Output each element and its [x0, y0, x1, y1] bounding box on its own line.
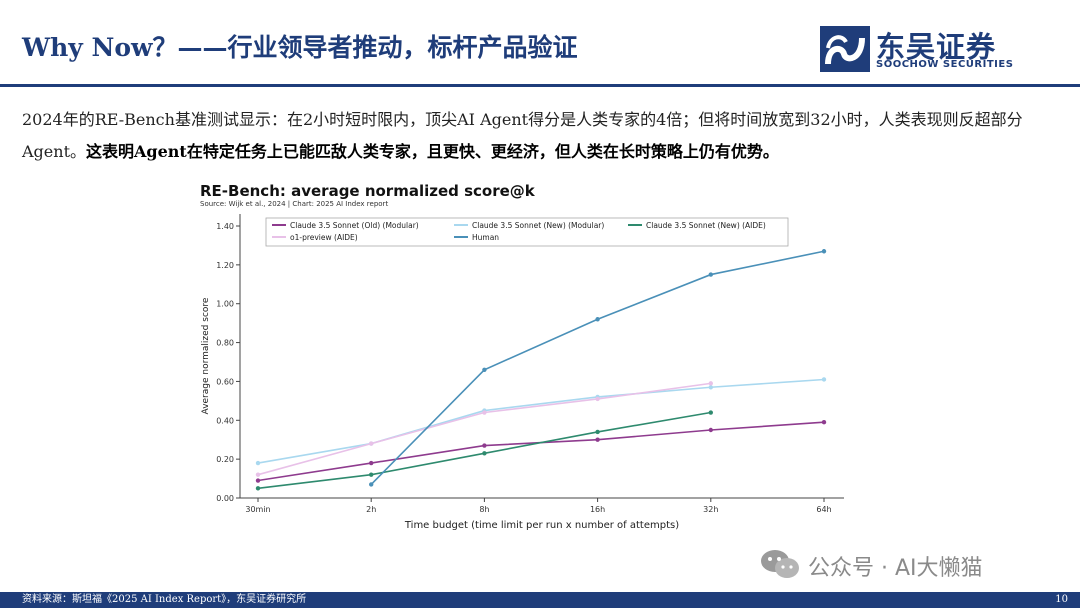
y-tick-label: 0.60	[216, 377, 234, 386]
watermark: 公众号 · AI大懒猫	[760, 548, 1050, 582]
header-rule	[0, 84, 1080, 87]
line-chart: 0.00 0.20 0.40 0.60 0.80 1.00 1.20 1.40 30min 2h 8…	[201, 214, 844, 531]
legend-label: Claude 3.5 Sonnet (New) (AIDE)	[646, 221, 766, 230]
series-line-1	[257, 378, 825, 464]
data-point	[369, 460, 374, 466]
y-axis-label: Average normalized score	[201, 297, 211, 414]
data-point	[821, 377, 827, 382]
source-bar: 资料来源：斯坦福《2025 AI Index Report》，东吴证券研究所 1…	[0, 592, 1080, 608]
legend-label: o1-preview (AIDE)	[290, 233, 358, 242]
wechat-icon	[761, 550, 799, 578]
data-point	[255, 486, 261, 491]
y-tick-label: 0.40	[216, 416, 234, 425]
x-tick-label: 32h	[703, 505, 718, 514]
y-tick-label: 1.20	[216, 261, 234, 270]
series-line-2	[257, 411, 711, 490]
chart-title: RE-Bench: average normalized score@k	[200, 182, 535, 200]
data-point	[595, 396, 600, 402]
logo: 东吴证券 SOOCHOW SECURITIES	[820, 24, 1020, 74]
data-point	[708, 427, 713, 433]
data-point	[369, 482, 374, 487]
data-point	[369, 441, 374, 446]
legend-label: Claude 3.5 Sonnet (New) (Modular)	[472, 221, 604, 230]
body-paragraph: 2024年的RE-Bench基准测试显示：在2小时短时限内，顶尖AI Agent…	[22, 104, 1057, 168]
data-point	[482, 410, 487, 415]
y-tick-label: 0.80	[216, 339, 234, 348]
data-point	[708, 410, 713, 415]
y-tick-label: 0.00	[216, 494, 234, 503]
legend-label: Claude 3.5 Sonnet (Old) (Modular)	[290, 221, 419, 230]
data-point	[595, 437, 600, 442]
legend-label: Human	[472, 233, 499, 242]
chart-subtitle: Source: Wijk et al., 2024 | Chart: 2025 …	[200, 200, 389, 208]
data-point	[595, 429, 600, 435]
page-number: 10	[1055, 594, 1068, 605]
data-point	[821, 249, 827, 254]
y-tick-label: 1.40	[216, 222, 234, 231]
data-point	[255, 460, 261, 466]
data-point	[255, 472, 261, 477]
source-text: 资料来源：斯坦福《2025 AI Index Report》，东吴证券研究所	[22, 594, 307, 605]
data-point	[482, 367, 487, 372]
data-point	[595, 317, 600, 322]
data-point	[708, 385, 713, 390]
logo-name: 东吴证券	[876, 30, 997, 64]
data-point	[708, 381, 713, 386]
data-point	[482, 443, 487, 448]
x-tick-label: 8h	[479, 505, 489, 514]
data-point	[482, 451, 487, 456]
series-line-3	[257, 382, 711, 476]
watermark-text: 公众号 · AI大懒猫	[808, 556, 983, 581]
x-tick-label: 30min	[245, 505, 270, 514]
soochow-logo-icon	[820, 26, 870, 72]
series-line-4	[370, 250, 825, 485]
logo-subtitle: SOOCHOW SECURITIES	[876, 59, 1014, 70]
page-title: Why Now？——行业领导者推动，标杆产品验证	[22, 33, 578, 62]
y-tick-label: 0.20	[216, 455, 234, 464]
x-tick-label: 64h	[816, 505, 831, 514]
data-point	[255, 478, 261, 483]
x-tick-label: 16h	[590, 505, 605, 514]
data-point	[369, 472, 374, 477]
x-axis-label: Time budget (time limit per run x number…	[404, 520, 679, 531]
data-point	[821, 420, 827, 425]
body-text-bold: 这表明Agent在特定任务上已能匹敌人类专家，且更快、更经济，但人类在长时策略上…	[86, 142, 779, 161]
y-tick-label: 1.00	[216, 300, 234, 309]
data-point	[708, 272, 713, 277]
body-text-normal: 2024年的RE-Bench基准测试显示：在2小时短时限内，顶尖AI Agent…	[22, 110, 1023, 161]
legend-box	[265, 217, 789, 247]
x-tick-label: 2h	[366, 505, 376, 514]
